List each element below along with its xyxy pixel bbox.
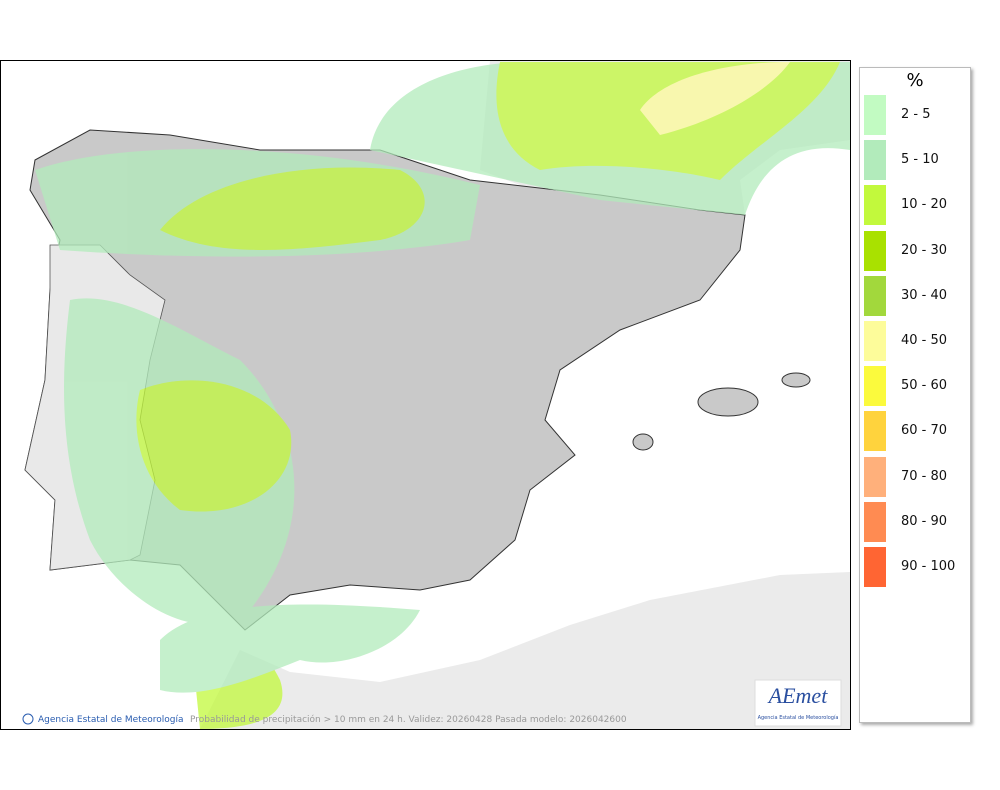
africa bbox=[200, 572, 850, 729]
legend-swatch bbox=[864, 501, 886, 542]
legend-label: 90 - 100 bbox=[901, 559, 956, 574]
area-high bbox=[640, 62, 790, 135]
menorca bbox=[781, 372, 811, 388]
legend-item: 40 - 50 bbox=[864, 321, 968, 361]
legend-swatch bbox=[864, 140, 886, 181]
legend-item: 2 - 5 bbox=[864, 95, 968, 135]
legend-label: 40 - 50 bbox=[901, 333, 948, 348]
caption: Probabilidad de precipitación > 10 mm en… bbox=[190, 714, 627, 725]
credit-icon bbox=[22, 713, 34, 725]
legend-item: 70 - 80 bbox=[864, 456, 968, 497]
legend-swatch bbox=[864, 275, 886, 316]
ibiza bbox=[632, 433, 654, 451]
legend-label: 30 - 40 bbox=[901, 287, 948, 303]
legend-label: 20 - 30 bbox=[901, 242, 948, 258]
legend-swatch bbox=[864, 95, 886, 135]
legend-label: 5 - 10 bbox=[901, 152, 939, 168]
legend-item: 30 - 40 bbox=[864, 275, 968, 316]
legend-swatch bbox=[864, 411, 886, 452]
legend-label: 2 - 5 bbox=[901, 107, 931, 122]
legend-swatch bbox=[864, 456, 886, 497]
area-north-mid bbox=[160, 167, 425, 250]
legend-label: 60 - 70 bbox=[901, 423, 948, 439]
area-west-mid bbox=[136, 380, 292, 512]
legend-label: 70 - 80 bbox=[901, 468, 948, 484]
legend-title: % bbox=[906, 70, 924, 91]
credit: Agencia Estatal de Meteorología bbox=[38, 715, 184, 725]
logo-subtitle: Agencia Estatal de Meteorología bbox=[758, 714, 839, 721]
legend-label: 10 - 20 bbox=[901, 197, 948, 213]
legend-item: 5 - 10 bbox=[864, 140, 968, 181]
legend-swatch bbox=[864, 185, 886, 226]
legend-swatch bbox=[864, 230, 886, 271]
map: Agencia Estatal de Meteorología Probabil… bbox=[0, 60, 851, 730]
legend-item: 60 - 70 bbox=[864, 411, 968, 452]
legend-label: 80 - 90 bbox=[901, 513, 948, 529]
legend-swatch bbox=[864, 321, 886, 361]
legend-item: 20 - 30 bbox=[864, 230, 968, 271]
legend-swatch bbox=[864, 547, 886, 587]
precip-overlay bbox=[35, 62, 850, 729]
legend-item: 90 - 100 bbox=[864, 547, 968, 587]
legend-swatch bbox=[864, 366, 886, 407]
logo-box bbox=[754, 679, 842, 727]
logo: AEmet bbox=[767, 683, 829, 708]
legend-item: 80 - 90 bbox=[864, 501, 968, 542]
mallorca bbox=[697, 387, 759, 417]
legend-item: 10 - 20 bbox=[864, 185, 968, 226]
legend-item: 50 - 60 bbox=[864, 366, 968, 407]
legend: % 2 - 5 5 - 10 10 - 20 20 - 30 30 - 40 40 - 5… bbox=[859, 67, 971, 723]
legend-label: 50 - 60 bbox=[901, 378, 948, 394]
area-south bbox=[160, 604, 420, 693]
